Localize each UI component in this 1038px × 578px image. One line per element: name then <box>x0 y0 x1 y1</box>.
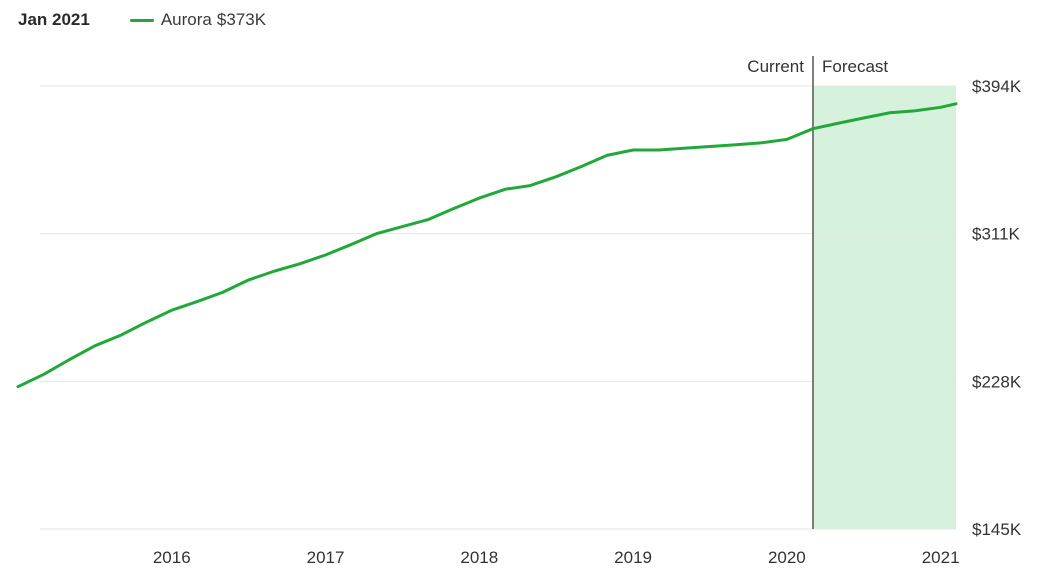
y-axis-labels: $394K $311K $228K $145K <box>972 77 1022 539</box>
y-tick-label: $145K <box>972 520 1022 539</box>
forecast-label: Forecast <box>822 57 888 76</box>
legend-series-name: Aurora <box>160 10 212 29</box>
x-tick-label: 2020 <box>768 548 806 567</box>
hover-date-label: Jan 2021 <box>18 10 90 29</box>
forecast-region <box>812 86 956 529</box>
current-label: Current <box>747 57 804 76</box>
legend[interactable]: Aurora $373K <box>129 10 267 30</box>
y-tick-label: $311K <box>972 225 1021 244</box>
x-axis-labels: 2016 2017 2018 2019 2020 2021 <box>153 548 960 567</box>
x-tick-label: 2021 <box>922 548 960 567</box>
x-tick-label: 2019 <box>614 548 652 567</box>
legend-swatch <box>129 18 154 22</box>
x-tick-label: 2016 <box>153 548 191 567</box>
x-tick-label: 2018 <box>460 548 498 567</box>
y-tick-label: $394K <box>972 77 1022 96</box>
series-line-aurora <box>16 102 958 389</box>
grid-lines <box>40 85 956 530</box>
chart-header: Jan 2021 Aurora $373K <box>18 8 266 32</box>
y-tick-label: $228K <box>972 372 1022 391</box>
legend-series-value: $373K <box>216 10 267 29</box>
x-tick-label: 2017 <box>307 548 345 567</box>
